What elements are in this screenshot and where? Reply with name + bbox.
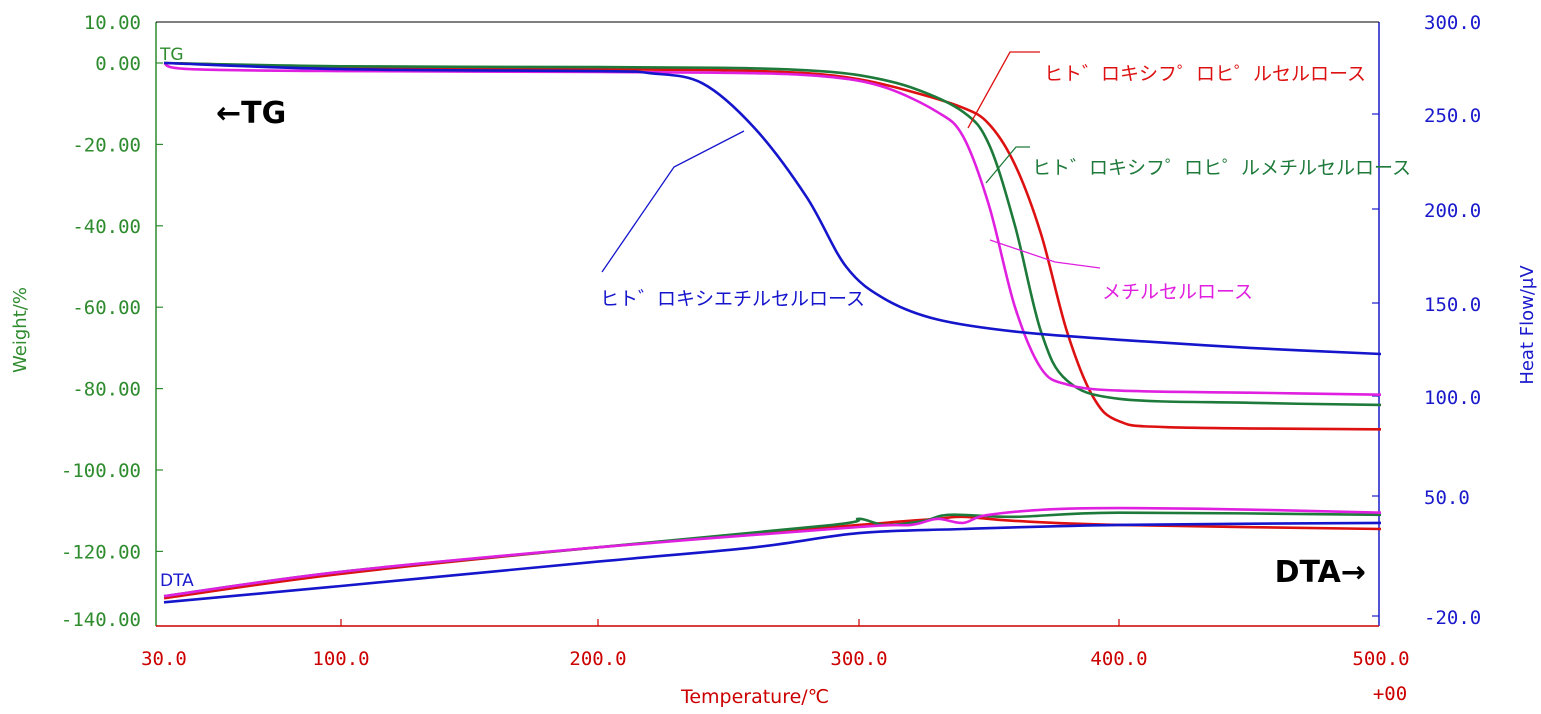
x-axis-title: Temperature/℃	[680, 686, 829, 708]
plot-frame	[155, 21, 1380, 627]
y-left-axis-title: Weight/%	[10, 287, 31, 373]
y-right-tick-label: 300.0	[1424, 12, 1481, 34]
y-right-tick-label: 250.0	[1424, 105, 1481, 127]
dta-tag: DTA	[160, 571, 194, 591]
leader-line-mc	[989, 239, 1101, 269]
tg-curve-hec	[163, 61, 1382, 356]
tg-curve-hpmc	[163, 61, 1382, 407]
series-layer	[163, 61, 1382, 604]
tg-curve-hpc	[163, 61, 1382, 431]
series-label-hpc: ヒト゛ロキシフ゜ロヒ゜ルセルロース	[1044, 63, 1366, 85]
leader-lines	[601, 51, 1101, 273]
y-right-tick-label: 150.0	[1424, 294, 1481, 316]
series-label-mc: メチルセルロース	[1102, 281, 1253, 303]
right-axis-ticks: 300.0 250.0 200.0 150.0 100.0 50.0 -20.0	[1372, 12, 1481, 629]
y-left-tick-label: -20.00	[72, 134, 141, 156]
y-left-tick-label: -120.00	[61, 541, 141, 563]
tg-curve-mc	[163, 61, 1382, 396]
x-axis-ticks: 30.0 100.0 200.0 300.0 400.0 500.0	[141, 619, 1410, 670]
series-label-hpmc: ヒト゛ロキシフ゜ロヒ゜ルメチルセルロース	[1032, 157, 1411, 179]
y-left-tick-label: -140.00	[61, 609, 141, 631]
x-tick-label: 400.0	[1090, 648, 1147, 670]
y-left-tick-label: 10.00	[84, 12, 141, 34]
y-left-tick-label: -100.00	[61, 460, 141, 482]
dta-curve-hec	[163, 521, 1382, 604]
x-axis-suffix: +00	[1373, 683, 1407, 705]
x-tick-label: 200.0	[569, 648, 626, 670]
left-axis-ticks: 10.00 0.00 -20.00 -40.00 -60.00 -80.00 -100.00…	[61, 12, 163, 631]
x-tick-label: 100.0	[312, 648, 369, 670]
y-right-tick-label: 50.0	[1424, 487, 1470, 509]
dta-curve-mc	[163, 506, 1382, 598]
leader-line-hpmc	[985, 146, 1030, 184]
dta-arrow-label: DTA→	[1275, 555, 1366, 590]
y-left-tick-label: -60.00	[72, 297, 141, 319]
y-left-tick-label: -80.00	[72, 379, 141, 401]
tg-arrow-label: ←TG	[216, 96, 286, 131]
y-left-tick-label: 0.00	[95, 53, 141, 75]
y-left-tick-label: -40.00	[72, 216, 141, 238]
leader-line-hec	[601, 130, 745, 273]
tg-tag: TG	[159, 45, 184, 65]
x-tick-label: 30.0	[141, 648, 187, 670]
y-right-tick-label: -20.0	[1424, 607, 1481, 629]
x-tick-label: 500.0	[1352, 648, 1409, 670]
y-right-tick-label: 200.0	[1424, 200, 1481, 222]
leader-line-hpc	[967, 51, 1040, 129]
y-right-axis-title: Heat Flow/μV	[1517, 265, 1538, 385]
series-label-hec: ヒト゛ロキシエチルセルロース	[600, 288, 865, 310]
y-right-tick-label: 100.0	[1424, 387, 1481, 409]
x-tick-label: 300.0	[830, 648, 887, 670]
